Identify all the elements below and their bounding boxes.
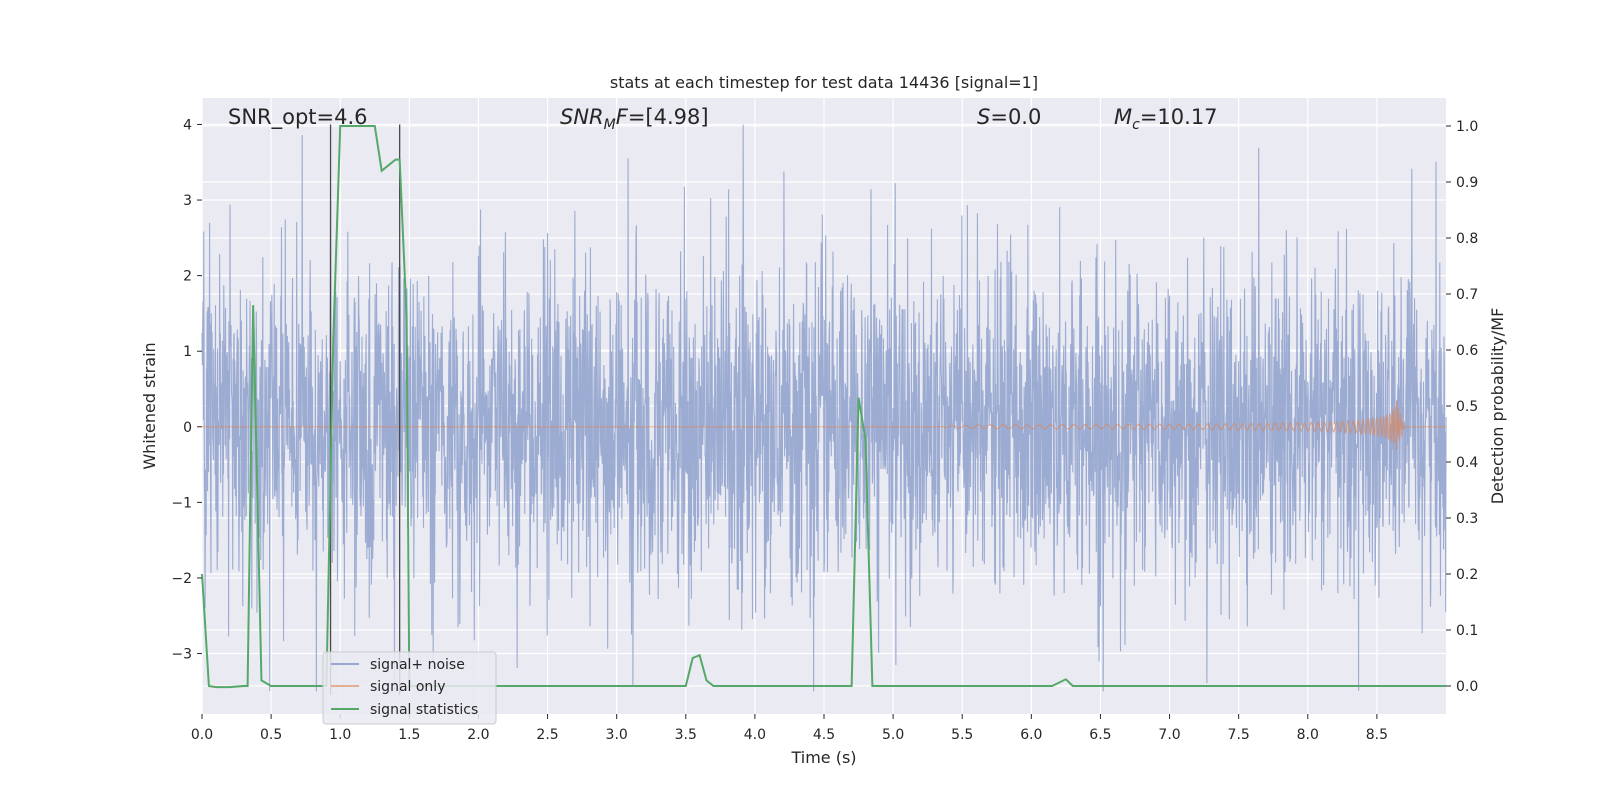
y-left-tick-label: 3 [183,193,192,209]
y-left-tick-label: 2 [183,269,192,285]
y-right-tick-label: 0.9 [1456,175,1478,191]
x-tick-label: 0.5 [260,727,282,743]
noise-trace [201,124,1447,692]
series-signal-statistics [201,125,1446,689]
y-right-tick-label: 0.3 [1456,511,1478,527]
y-axis-left-ticks: 4 3 2 1 0 −1 −2 −3 [171,117,202,663]
legend: signal+ noise signal only signal statist… [322,651,497,725]
x-tick-label: 7.5 [1228,727,1250,743]
x-axis-label: Time (s) [790,748,856,767]
y-right-tick-label: 0.4 [1456,455,1478,471]
x-tick-label: 5.0 [882,727,904,743]
x-tick-label: 3.0 [606,727,628,743]
x-tick-label: 6.0 [1020,727,1042,743]
x-tick-label: 1.5 [398,727,420,743]
annotation-snr-opt: SNR_opt=4.6 [228,105,368,130]
y-right-tick-label: 0.8 [1456,231,1478,247]
y-right-tick-label: 1.0 [1456,119,1478,135]
y-right-tick-label: 0.2 [1456,567,1478,583]
x-axis-ticks: 0.0 0.5 1.0 1.5 2.0 2.5 3.0 3.5 4.0 4.5 5.0 5.5 6.0 6… [191,714,1388,743]
x-tick-label: 8.5 [1366,727,1388,743]
legend-label-noise: signal+ noise [370,657,465,673]
x-tick-label: 3.5 [675,727,697,743]
chirp-trace [202,399,1446,451]
annotation-s: S=0.0 [977,105,1041,129]
statistics-trace [201,125,1446,689]
x-tick-label: 4.5 [813,727,835,743]
y-axis-right-ticks: 1.0 0.9 0.8 0.7 0.6 0.5 0.4 0.3 0.2 0.1 0.0 [1446,119,1478,695]
x-tick-label: 2.5 [536,727,558,743]
y-left-tick-label: −3 [171,647,192,663]
y-axis-right-label: Detection probability/MF [1488,308,1507,505]
x-tick-label: 6.5 [1089,727,1111,743]
x-tick-label: 0.0 [191,727,213,743]
annotation-snr-mf: SNRMF=[4.98] [560,105,709,133]
annotation-mc: Mc=10.17 [1114,105,1218,133]
vertical-markers [329,124,401,696]
legend-label-signal: signal only [370,679,445,695]
annotation-mc-value: =10.17 [1140,105,1218,129]
x-tick-label: 8.0 [1297,727,1319,743]
y-right-tick-label: 0.1 [1456,623,1478,639]
annotation-snr-mf-value: =[4.98] [628,105,709,129]
y-right-tick-label: 0.5 [1456,399,1478,415]
x-tick-label: 2.0 [467,727,489,743]
y-left-tick-label: 1 [183,344,192,360]
series-signal-only [202,399,1446,451]
y-left-tick-label: 0 [183,420,192,436]
chart-title: stats at each timestep for test data 144… [610,73,1038,92]
y-left-tick-label: −2 [171,571,192,587]
x-tick-label: 4.0 [744,727,766,743]
y-right-tick-label: 0.7 [1456,287,1478,303]
y-axis-left-label: Whitened strain [140,342,159,469]
y-right-tick-label: 0.0 [1456,679,1478,695]
x-tick-label: 5.5 [951,727,973,743]
series-signal-plus-noise [201,124,1447,692]
x-tick-label: 1.0 [329,727,351,743]
legend-box [322,651,497,725]
y-left-tick-label: −1 [171,495,192,511]
y-right-tick-label: 0.6 [1456,343,1478,359]
annotation-s-value: =0.0 [990,105,1041,129]
y-left-tick-label: 4 [183,117,192,133]
legend-label-stats: signal statistics [370,702,478,718]
x-tick-label: 7.0 [1158,727,1180,743]
